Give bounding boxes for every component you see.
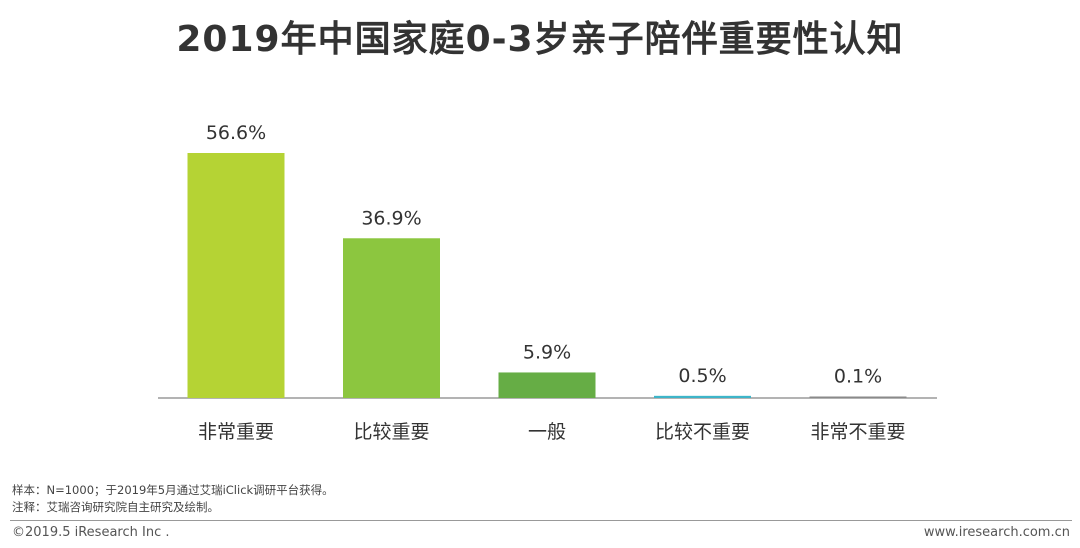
bar-3 (498, 372, 596, 398)
footer-divider (10, 520, 1072, 521)
category-label-2: 比较重要 (353, 421, 429, 443)
data-label-5: 0.1% (834, 366, 882, 388)
category-label-5: 非常不重要 (810, 421, 905, 443)
sample-note: 样本：N=1000；于2019年5月通过艾瑞iClick调研平台获得。 (12, 483, 334, 497)
data-label-1: 56.6% (206, 122, 266, 144)
category-label-4: 比较不重要 (655, 421, 750, 443)
copyright-text: ©2019.5 iResearch Inc . (12, 525, 170, 540)
bar-5 (809, 396, 907, 398)
data-label-2: 36.9% (361, 207, 421, 229)
category-label-3: 一般 (528, 421, 566, 443)
source-note: 注释：艾瑞咨询研究院自主研究及绘制。 (12, 500, 219, 514)
bar-1 (187, 153, 285, 398)
category-label-1: 非常重要 (198, 421, 274, 443)
footnotes: 样本：N=1000；于2019年5月通过艾瑞iClick调研平台获得。 注释：艾… (12, 482, 334, 516)
chart-title: 2019年中国家庭0-3岁亲子陪伴重要性认知 (176, 19, 904, 60)
data-label-3: 5.9% (523, 341, 571, 363)
data-label-4: 0.5% (678, 365, 726, 387)
bar-2 (343, 238, 440, 398)
website-link[interactable]: www.iresearch.com.cn (923, 525, 1070, 540)
bar-4 (654, 395, 751, 398)
